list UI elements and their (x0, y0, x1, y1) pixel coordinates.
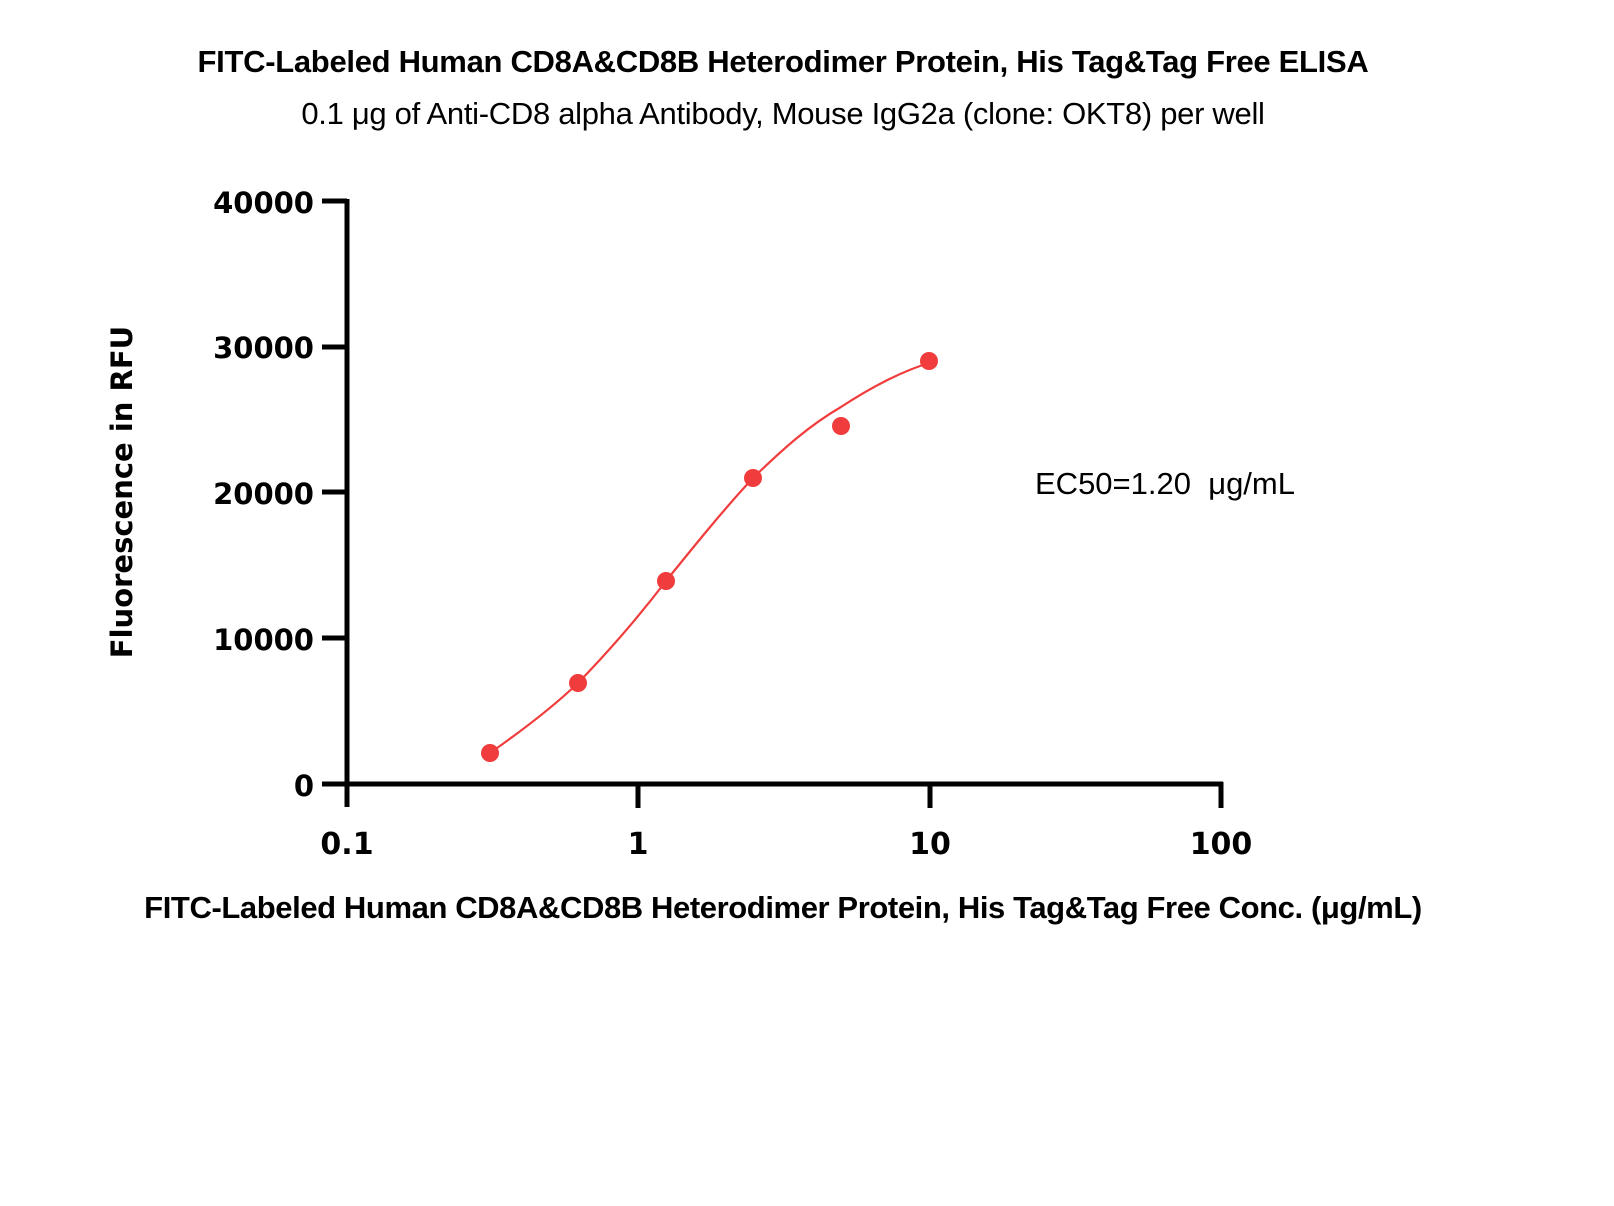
x-tick-label: 100 (1190, 827, 1253, 862)
data-point (832, 417, 850, 435)
x-tick-labels: 0.1 1 10 100 (320, 827, 1252, 862)
y-axis-label: Fluorescence in RFU (105, 325, 139, 659)
data-point (569, 674, 587, 692)
data-point (481, 744, 499, 762)
x-tick-label: 0.1 (320, 827, 373, 862)
ec50-annotation: EC50=1.20 μg/mL (1035, 466, 1295, 501)
data-point (744, 469, 762, 487)
data-point (657, 572, 675, 590)
y-tick-label: 40000 (213, 186, 314, 220)
fit-curve (489, 361, 930, 754)
x-axis-label: FITC-Labeled Human CD8A&CD8B Heterodimer… (144, 890, 1422, 925)
data-points (481, 352, 938, 762)
y-tick-labels: 40000 30000 20000 10000 0 (213, 186, 314, 803)
x-tick-label: 10 (909, 827, 951, 862)
y-tick-label: 0 (294, 769, 314, 803)
y-tick-label: 30000 (213, 331, 314, 365)
x-axis (322, 781, 1224, 808)
chart-subtitle: 0.1 μg of Anti-CD8 alpha Antibody, Mouse… (301, 96, 1265, 131)
chart-title: FITC-Labeled Human CD8A&CD8B Heterodimer… (197, 44, 1369, 79)
y-tick-label: 10000 (213, 623, 314, 657)
y-tick-label: 20000 (213, 477, 314, 511)
data-point (920, 352, 938, 370)
x-tick-label: 1 (628, 827, 649, 862)
y-axis (322, 198, 350, 807)
